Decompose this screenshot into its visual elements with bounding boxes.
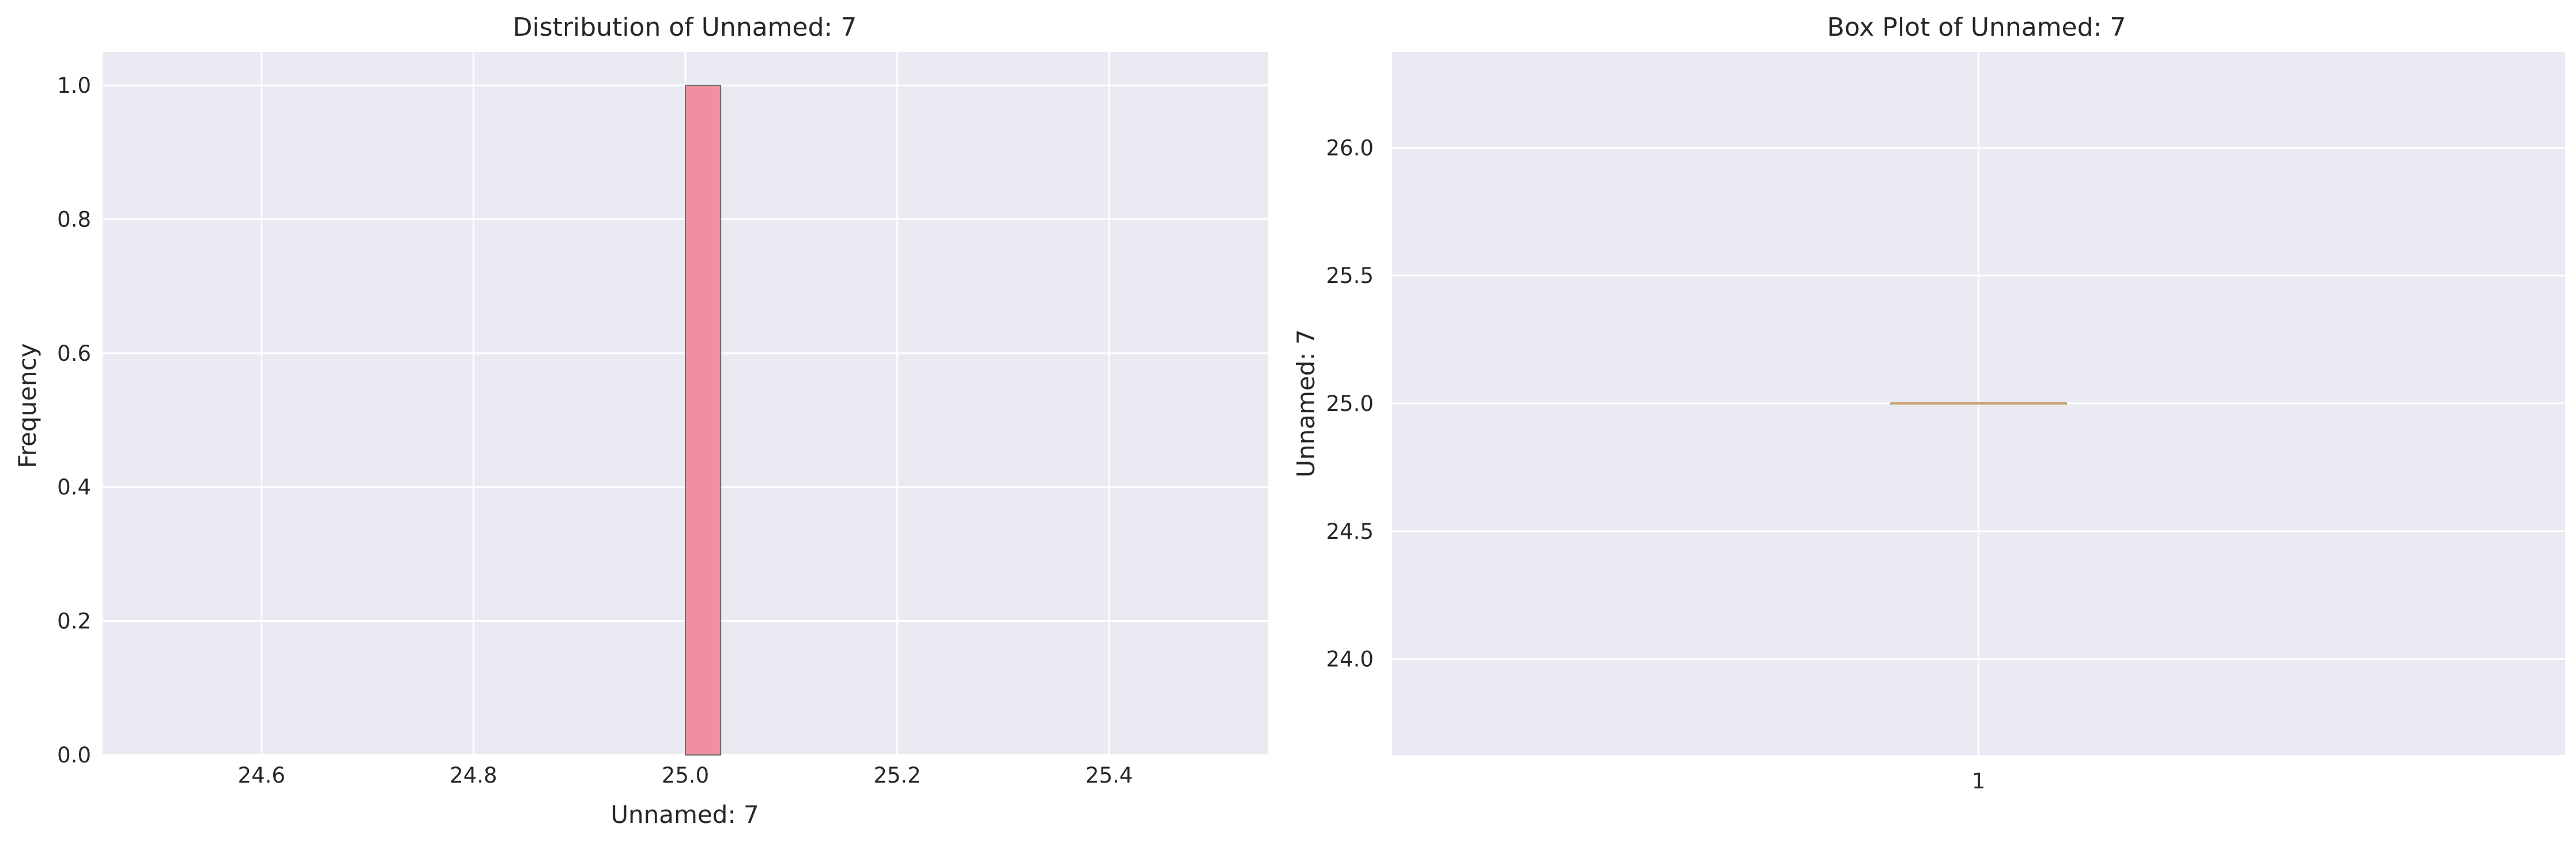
histogram-y-tick-label: 1.0: [57, 73, 91, 98]
histogram-x-tick-label: 25.4: [1085, 763, 1133, 788]
histogram-y-axis-label: Frequency: [13, 343, 42, 469]
boxplot-y-axis-label: Unnamed: 7: [1292, 329, 1320, 477]
histogram-x-tick-label: 24.6: [238, 763, 285, 788]
boxplot-x-ticks: 1: [1972, 769, 1986, 794]
boxplot-title: Box Plot of Unnamed: 7: [1827, 13, 2126, 42]
histogram-bars: [685, 85, 722, 756]
histogram-y-tick-label: 0.6: [57, 341, 91, 366]
histogram-title: Distribution of Unnamed: 7: [513, 13, 857, 42]
histogram-y-ticks: 0.0 0.2 0.4 0.6 0.8 1.0: [57, 73, 91, 768]
boxplot-y-tick-label: 24.5: [1326, 519, 1374, 544]
boxplot-x-tick-label: 1: [1972, 769, 1986, 794]
boxplot-y-tick-label: 25.5: [1326, 263, 1374, 288]
histogram-x-tick-label: 24.8: [450, 763, 497, 788]
boxplot-y-tick-label: 25.0: [1326, 391, 1374, 416]
histogram-x-ticks: 24.6 24.8 25.0 25.2 25.4: [238, 763, 1133, 788]
histogram-x-tick-label: 25.0: [662, 763, 709, 788]
histogram-bar: [685, 85, 722, 756]
histogram-y-tick-label: 0.8: [57, 207, 91, 232]
histogram-y-tick-label: 0.0: [57, 743, 91, 768]
boxplot-y-tick-label: 24.0: [1326, 647, 1374, 672]
histogram-x-axis-label: Unnamed: 7: [610, 800, 759, 829]
histogram-panel: 24.6 24.8 25.0 25.2 25.4 0.00.20.40.60.81.0 …: [13, 13, 1268, 829]
boxplot-y-ticks: 24.0 24.5 25.0 25.5 26.0: [1326, 135, 1374, 671]
boxplot-panel: 1 24.0 24.5 25.0 25.5 26.0 Box Plot of Unnam…: [1292, 13, 2565, 794]
boxplot-marks: [1889, 402, 2068, 405]
histogram-y-tick-label: 0.4: [57, 475, 91, 500]
histogram-x-tick-label: 25.2: [873, 763, 921, 788]
boxplot-y-tick-label: 26.0: [1326, 135, 1374, 160]
histogram-y-tick-label: 0.2: [57, 609, 91, 634]
